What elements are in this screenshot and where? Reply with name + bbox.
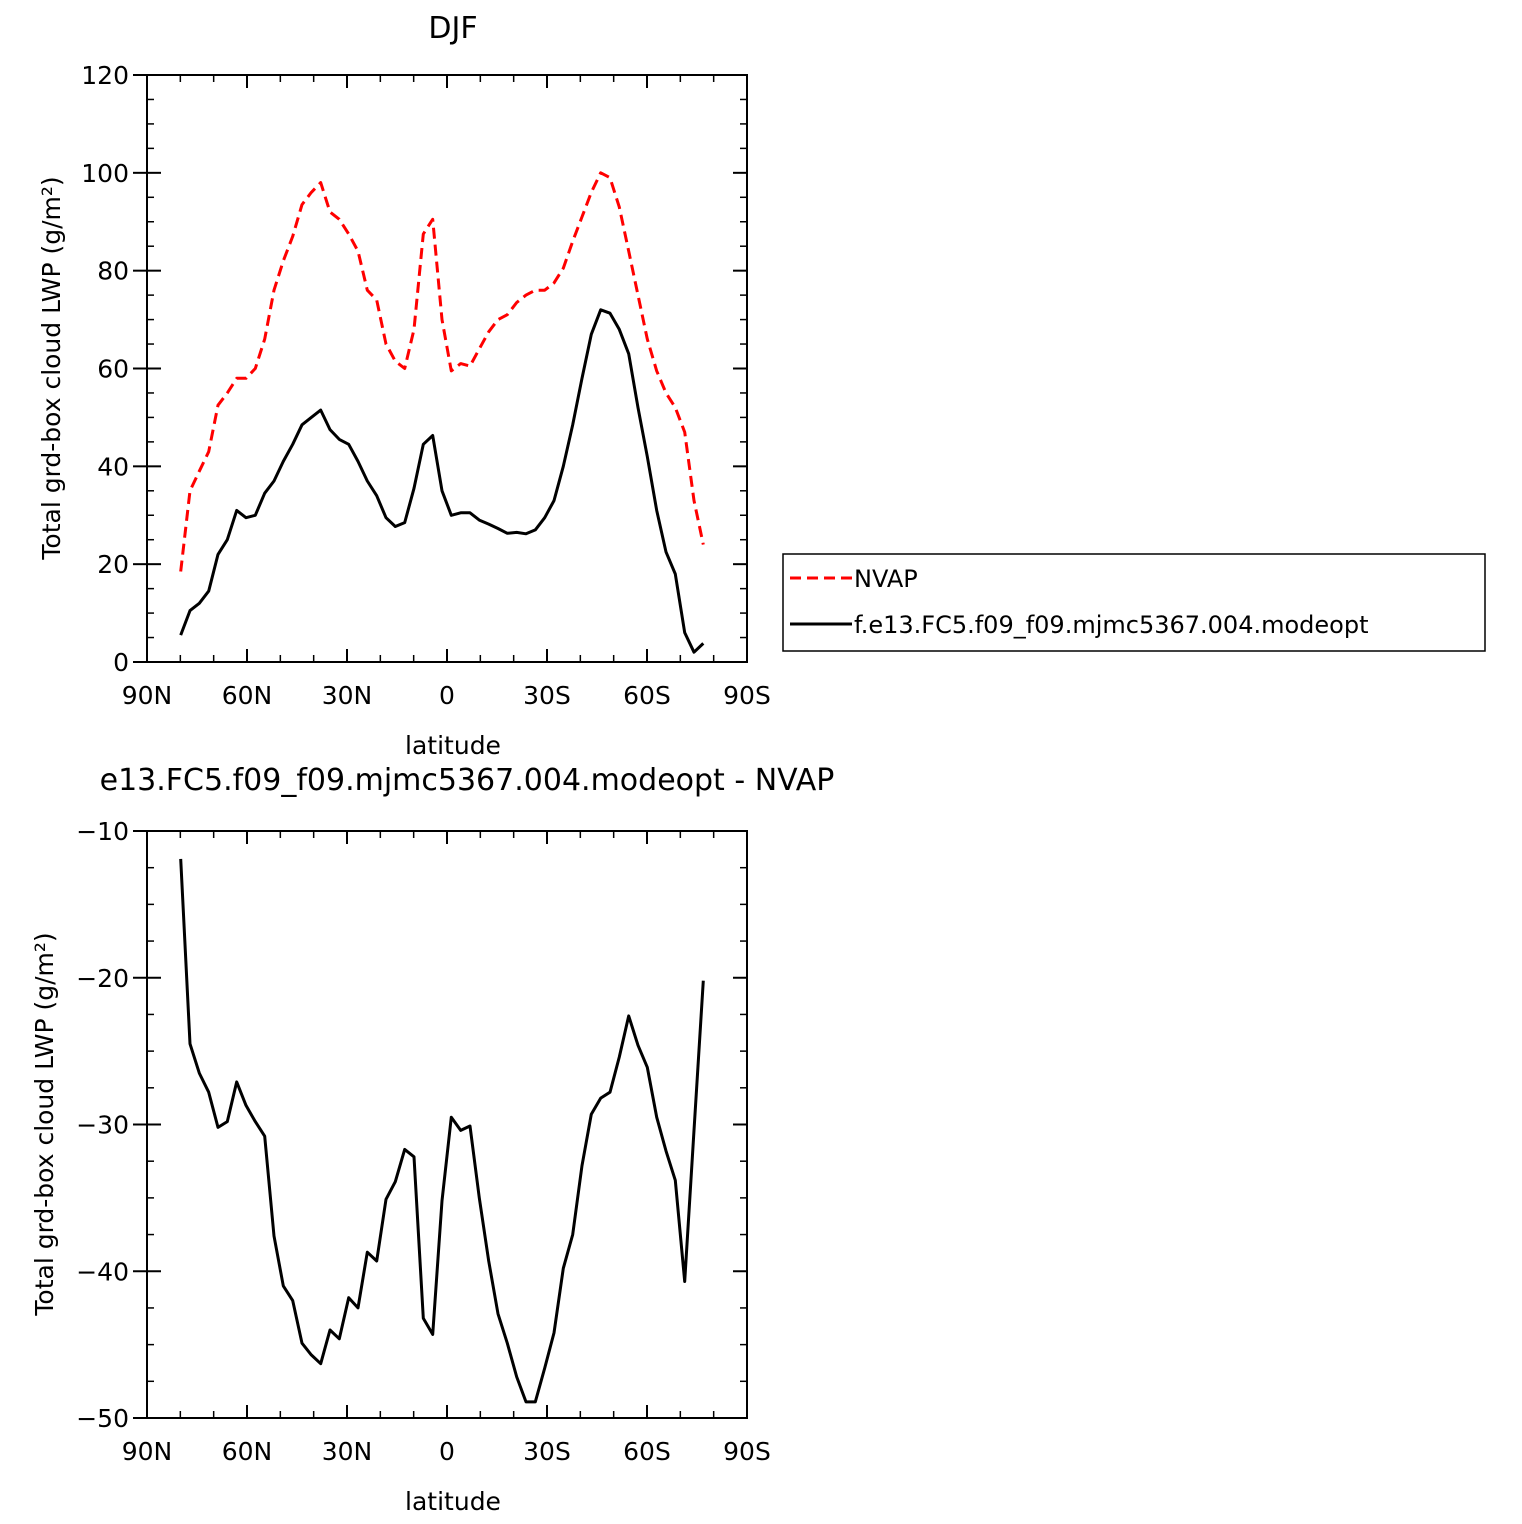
x-axis-label-top: latitude bbox=[405, 731, 501, 760]
y-tick-label: 120 bbox=[81, 61, 129, 90]
legend-label-nvap: NVAP bbox=[854, 565, 918, 593]
plot-frame-bottom bbox=[146, 830, 748, 1419]
ticks-bottom bbox=[133, 830, 748, 1419]
x-tick-label: 30S bbox=[523, 1437, 571, 1466]
y-tick-label: −50 bbox=[76, 1404, 129, 1433]
y-tick-label: 20 bbox=[97, 550, 129, 579]
y-axis-label-top: Total grd-box cloud LWP (g/m²) bbox=[37, 176, 66, 560]
x-tick-labels-bottom: 90N 60N 30N 0 30S 60S 90S bbox=[122, 1437, 771, 1466]
chart-title-bottom: e13.FC5.f09_f09.mjmc5367.004.modeopt - N… bbox=[100, 763, 835, 798]
y-tick-label: −40 bbox=[76, 1257, 129, 1286]
y-tick-label: −30 bbox=[76, 1111, 129, 1140]
y-tick-label: 40 bbox=[97, 452, 129, 481]
x-tick-label: 90N bbox=[122, 1437, 173, 1466]
x-tick-label: 60N bbox=[222, 681, 273, 710]
x-tick-label: 60S bbox=[623, 1437, 671, 1466]
x-tick-label: 60N bbox=[222, 1437, 273, 1466]
legend-box bbox=[782, 553, 1486, 652]
y-tick-label: 80 bbox=[97, 257, 129, 286]
y-tick-label: 60 bbox=[97, 355, 129, 384]
x-tick-label: 0 bbox=[439, 681, 455, 710]
x-tick-label: 30N bbox=[322, 1437, 373, 1466]
series-top bbox=[179, 171, 705, 654]
y-tick-label: −20 bbox=[76, 964, 129, 993]
x-tick-label: 60S bbox=[623, 681, 671, 710]
y-axis-label-bottom: Total grd-box cloud LWP (g/m²) bbox=[30, 932, 59, 1316]
series-line-top-1 bbox=[179, 308, 705, 654]
series-line-bottom-0 bbox=[179, 858, 705, 1404]
panel-bottom: e13.FC5.f09_f09.mjmc5367.004.modeopt - N… bbox=[30, 763, 834, 1516]
x-axis-label-bottom: latitude bbox=[405, 1487, 501, 1516]
y-tick-label: −10 bbox=[76, 817, 129, 846]
y-tick-label: 0 bbox=[113, 648, 129, 677]
ticks-top bbox=[133, 74, 748, 663]
legend-label-model: f.e13.FC5.f09_f09.mjmc5367.004.modeopt bbox=[854, 611, 1369, 639]
x-tick-label: 30S bbox=[523, 681, 571, 710]
x-tick-label: 90S bbox=[723, 1437, 771, 1466]
x-tick-label: 0 bbox=[439, 1437, 455, 1466]
series-line-top-0 bbox=[179, 171, 705, 572]
chart-title-top: DJF bbox=[428, 11, 477, 46]
x-tick-label: 30N bbox=[322, 681, 373, 710]
y-tick-labels-top: 0 20 40 60 80 100 120 bbox=[81, 61, 129, 677]
x-tick-labels-top: 90N 60N 30N 0 30S 60S 90S bbox=[122, 681, 771, 710]
legend: NVAP f.e13.FC5.f09_f09.mjmc5367.004.mode… bbox=[782, 553, 1486, 652]
x-tick-label: 90N bbox=[122, 681, 173, 710]
y-tick-labels-bottom: −50 −40 −30 −20 −10 bbox=[76, 817, 129, 1433]
x-tick-label: 90S bbox=[723, 681, 771, 710]
panel-top: DJF 90N 60N 30N 0 30S 60S 90S 020406080100120 … bbox=[37, 11, 771, 760]
series-bottom bbox=[179, 858, 705, 1404]
y-tick-label: 100 bbox=[81, 159, 129, 188]
